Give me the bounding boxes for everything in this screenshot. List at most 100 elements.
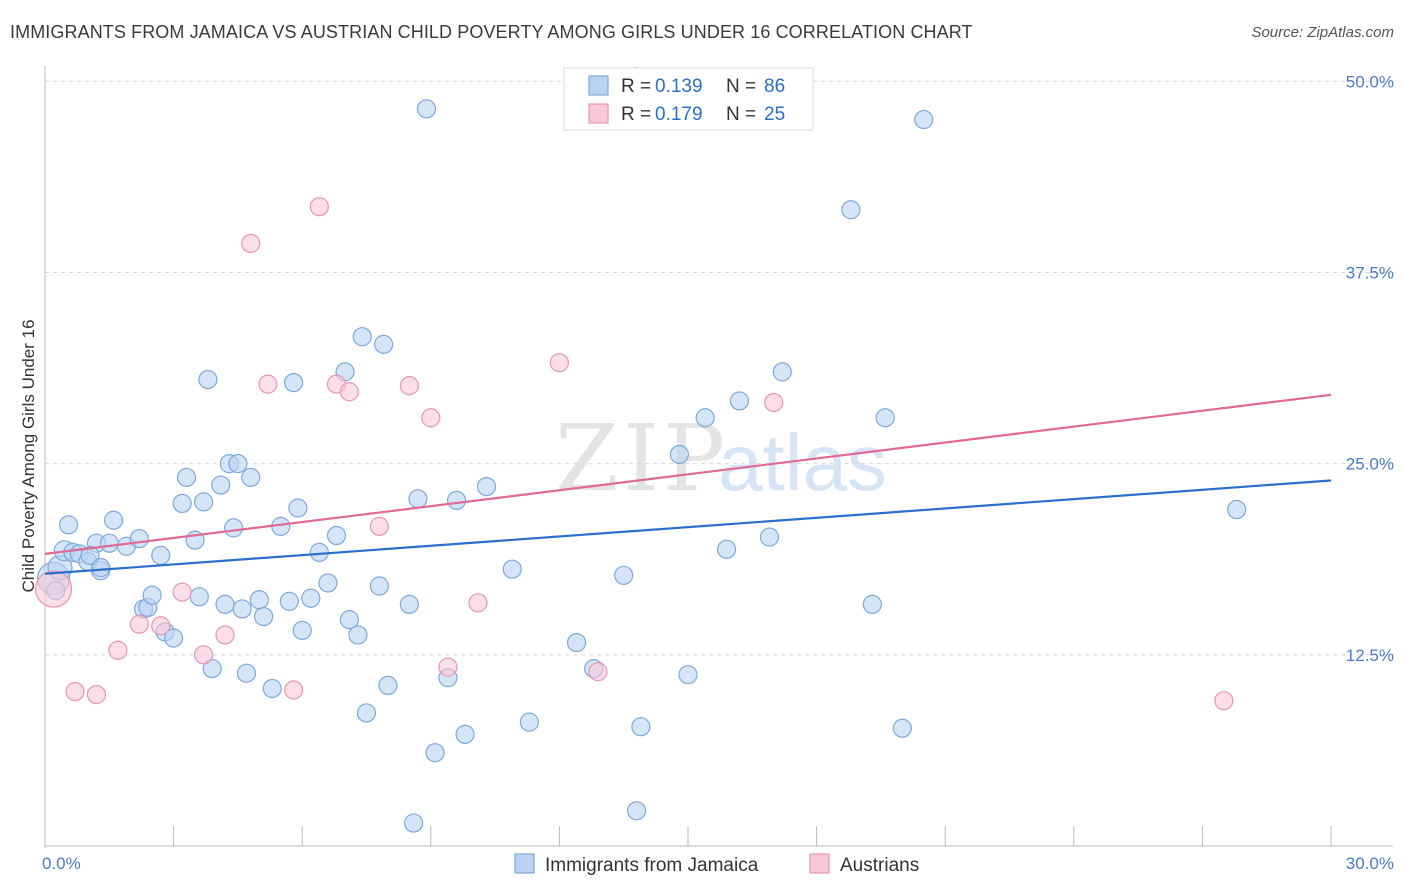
bottom-legend-label-austrians: Austrians xyxy=(840,855,919,876)
point-jamaica-82 xyxy=(1227,499,1247,520)
point-austrians-9 xyxy=(241,233,261,254)
point-austrians-0 xyxy=(34,570,73,608)
point-jamaica-29 xyxy=(224,518,244,538)
point-jamaica-35 xyxy=(254,606,274,627)
point-jamaica-9 xyxy=(99,533,119,553)
legend-n-value-2: 25 xyxy=(764,104,785,125)
point-jamaica-12 xyxy=(129,528,149,549)
series-legend: Immigrants from Jamaica Austrians xyxy=(514,853,919,876)
bottom-legend-swatch-jamaica xyxy=(514,853,535,874)
point-jamaica-77 xyxy=(841,200,861,220)
bottom-legend-swatch-austrians xyxy=(809,853,830,874)
trend-lines xyxy=(44,393,1332,575)
legend-swatch-austrians xyxy=(588,103,609,124)
y-axis-label: Child Poverty Among Girls Under 16 xyxy=(19,319,38,592)
point-jamaica-85 xyxy=(91,558,111,578)
legend-n-label-1: N = xyxy=(726,76,756,97)
legend-n-label-2: N = xyxy=(726,104,756,125)
point-jamaica-33 xyxy=(241,467,261,488)
point-austrians-5 xyxy=(151,616,171,636)
point-austrians-2 xyxy=(86,684,107,705)
point-austrians-6 xyxy=(172,582,192,602)
point-jamaica-47 xyxy=(339,610,359,630)
watermark-zip: ZIP xyxy=(555,405,729,512)
point-jamaica-69 xyxy=(631,717,651,737)
point-austrians-16 xyxy=(399,376,419,396)
point-jamaica-52 xyxy=(374,334,394,354)
point-jamaica-62 xyxy=(476,476,497,497)
y-tick-label-0: 12.5% xyxy=(1346,646,1394,665)
x-tick-label-0: 0.0% xyxy=(42,854,81,873)
point-jamaica-22 xyxy=(189,587,209,607)
x-tick-label-1: 30.0% xyxy=(1346,854,1394,873)
legend-n-value-1: 86 xyxy=(764,76,785,97)
point-jamaica-72 xyxy=(695,408,715,428)
legend-swatch-jamaica xyxy=(588,75,609,96)
legend-r-label-1: R = xyxy=(621,76,651,97)
point-jamaica-51 xyxy=(369,576,389,596)
y-tick-label-1: 25.0% xyxy=(1346,455,1394,474)
axes xyxy=(44,66,1393,848)
point-austrians-14 xyxy=(339,382,359,402)
point-jamaica-27 xyxy=(215,594,235,614)
legend-r-label-2: R = xyxy=(621,104,651,125)
point-jamaica-81 xyxy=(914,109,934,130)
point-jamaica-55 xyxy=(404,813,424,833)
point-jamaica-26 xyxy=(211,475,231,495)
point-austrians-11 xyxy=(284,680,304,700)
point-austrians-4 xyxy=(129,614,149,634)
chart-title: IMMIGRANTS FROM JAMAICA VS AUSTRIAN CHIL… xyxy=(10,22,973,42)
point-jamaica-3 xyxy=(58,515,79,535)
point-austrians-23 xyxy=(764,392,784,413)
point-jamaica-73 xyxy=(716,539,737,559)
series-austrians-points xyxy=(34,67,1234,711)
point-jamaica-36 xyxy=(262,678,282,699)
point-austrians-10 xyxy=(258,374,278,394)
point-jamaica-19 xyxy=(172,493,192,514)
trend-line-austrians xyxy=(44,393,1332,555)
point-jamaica-57 xyxy=(416,99,437,119)
point-jamaica-40 xyxy=(288,498,308,518)
y-tick-label-2: 37.5% xyxy=(1346,263,1394,282)
point-jamaica-65 xyxy=(566,632,587,653)
point-jamaica-15 xyxy=(142,585,162,605)
point-jamaica-42 xyxy=(301,588,321,608)
trend-line-jamaica xyxy=(44,479,1332,575)
point-jamaica-48 xyxy=(348,625,368,645)
point-jamaica-44 xyxy=(318,573,338,593)
point-jamaica-74 xyxy=(729,391,750,411)
watermark: ZIP atlas xyxy=(555,405,887,512)
point-austrians-8 xyxy=(215,625,235,645)
point-austrians-3 xyxy=(108,640,128,660)
point-austrians-17 xyxy=(421,408,441,428)
stats-legend: R = 0.139 N = 86 R = 0.179 N = 25 xyxy=(563,67,814,131)
point-jamaica-75 xyxy=(759,527,780,547)
point-jamaica-41 xyxy=(292,620,312,640)
point-jamaica-10 xyxy=(103,510,124,530)
point-jamaica-56 xyxy=(408,489,428,509)
point-jamaica-67 xyxy=(614,565,634,585)
point-austrians-21 xyxy=(588,662,608,682)
point-jamaica-60 xyxy=(446,490,467,510)
point-jamaica-45 xyxy=(326,525,347,546)
bottom-legend-label-jamaica: Immigrants from Jamaica xyxy=(545,855,759,876)
point-jamaica-79 xyxy=(875,408,895,428)
point-jamaica-18 xyxy=(164,628,184,648)
point-jamaica-50 xyxy=(356,703,377,723)
point-jamaica-25 xyxy=(202,658,222,679)
point-austrians-1 xyxy=(65,681,85,702)
y-tick-label-3: 50.0% xyxy=(1346,72,1394,91)
point-jamaica-30 xyxy=(228,454,248,474)
point-jamaica-63 xyxy=(502,559,522,579)
point-jamaica-71 xyxy=(678,665,698,685)
grid-lines xyxy=(45,80,1393,656)
point-jamaica-34 xyxy=(249,590,269,610)
point-jamaica-54 xyxy=(399,594,419,614)
point-jamaica-39 xyxy=(284,372,304,393)
point-jamaica-68 xyxy=(626,801,647,821)
point-jamaica-16 xyxy=(151,545,171,566)
point-austrians-7 xyxy=(194,645,214,665)
point-jamaica-32 xyxy=(236,663,257,683)
tick-labels: 12.5% 25.0% 37.5% 50.0% 0.0% 30.0% xyxy=(42,72,1394,873)
point-jamaica-31 xyxy=(232,599,252,619)
